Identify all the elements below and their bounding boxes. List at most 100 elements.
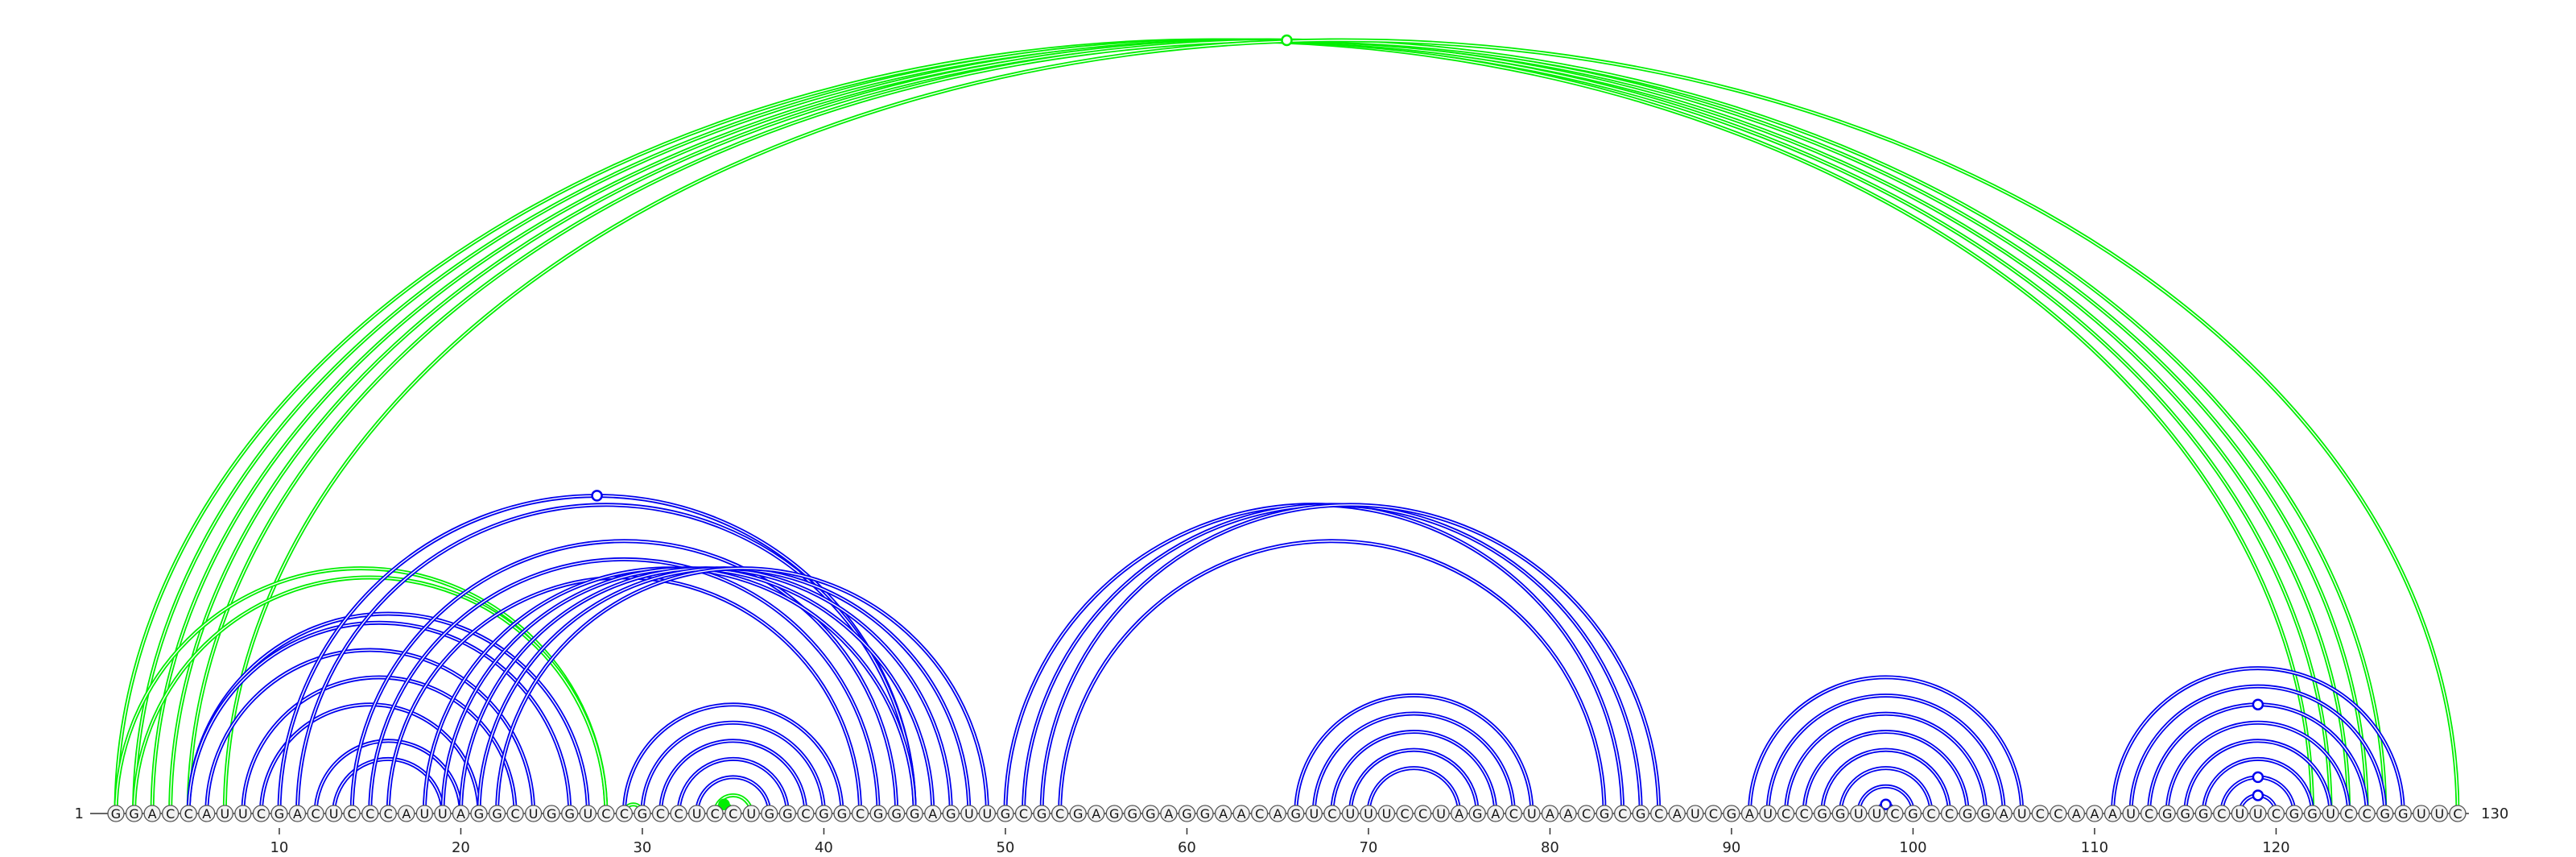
nucleotide-letter: G bbox=[2289, 806, 2299, 822]
nucleotide-letter: U bbox=[1309, 806, 1319, 822]
nucleotide-letter: G bbox=[1980, 806, 1990, 822]
nucleotide: G bbox=[2177, 805, 2194, 822]
position-tick: 100 bbox=[1899, 828, 1927, 856]
nucleotide: A bbox=[1541, 805, 1559, 822]
nucleotide: G bbox=[1904, 805, 1922, 822]
nucleotide-letter: G bbox=[111, 806, 121, 822]
nucleotide-letter: G bbox=[1128, 806, 1137, 822]
long-range-arc bbox=[222, 38, 2460, 814]
nucleotide: C bbox=[343, 805, 361, 822]
local-arc bbox=[495, 566, 989, 814]
nucleotide-letter: A bbox=[928, 806, 937, 822]
nucleotide: C bbox=[1577, 805, 1596, 822]
nucleotide-letter: U bbox=[1527, 806, 1537, 822]
nucleotide-letter: U bbox=[438, 806, 448, 822]
nucleotide: G bbox=[2394, 805, 2412, 822]
position-tick: 70 bbox=[1359, 828, 1377, 856]
arc-apex-marker bbox=[2252, 789, 2264, 801]
nucleotide-letter: C bbox=[1800, 806, 1809, 822]
nucleotide-letter: A bbox=[1455, 806, 1463, 822]
nucleotide: U bbox=[2013, 805, 2031, 822]
nucleotide-letter: U bbox=[964, 806, 974, 822]
nucleotide: G bbox=[1196, 805, 1214, 822]
local-arc bbox=[1856, 784, 1915, 814]
nucleotide-letter: A bbox=[1274, 806, 1282, 822]
nucleotide-letter: C bbox=[384, 806, 393, 822]
nucleotide-letter: A bbox=[2108, 806, 2117, 822]
nucleotide-letter: G bbox=[474, 806, 484, 822]
nucleotide: G bbox=[2303, 805, 2322, 822]
nucleotide: G bbox=[1596, 805, 1613, 822]
nucleotide-letter: C bbox=[1509, 806, 1518, 822]
nucleotide: G bbox=[2194, 805, 2212, 822]
nucleotide: A bbox=[2086, 805, 2103, 822]
nucleotide: G bbox=[1178, 805, 1196, 822]
nucleotide-letter: G bbox=[638, 806, 647, 822]
nucleotide: U bbox=[579, 805, 597, 822]
position-tick-label: 100 bbox=[1899, 839, 1926, 856]
nucleotide-letter: U bbox=[1382, 806, 1392, 822]
nucleotide-letter: U bbox=[2253, 806, 2263, 822]
nucleotide: C bbox=[161, 805, 180, 822]
nucleotide: C bbox=[2358, 805, 2376, 822]
nucleotide: A bbox=[143, 805, 161, 822]
nucleotide: G bbox=[561, 805, 579, 822]
nucleotide-letter: G bbox=[2307, 806, 2317, 822]
nucleotide-letter: C bbox=[1926, 806, 1935, 822]
nucleotide-letter: G bbox=[1908, 806, 1918, 822]
nucleotide-letter: G bbox=[1727, 806, 1736, 822]
nucleotide-letter: G bbox=[547, 806, 556, 822]
nucleotide-letter: A bbox=[1092, 806, 1100, 822]
local-arc bbox=[332, 756, 445, 814]
nucleotide-letter: G bbox=[837, 806, 847, 822]
position-tick-label: 110 bbox=[2081, 839, 2108, 856]
nucleotide-letter: U bbox=[1763, 806, 1773, 822]
position-tick-label: 120 bbox=[2262, 839, 2289, 856]
nucleotide-letter: U bbox=[329, 806, 339, 822]
nucleotide: G bbox=[1468, 805, 1486, 822]
nucleotide-letter: U bbox=[238, 806, 248, 822]
nucleotide-letter: A bbox=[1164, 806, 1173, 822]
position-tick: 10 bbox=[270, 828, 288, 856]
local-arc bbox=[1294, 693, 1534, 814]
nucleotide-letter: A bbox=[1546, 806, 1554, 822]
nucleotide: G bbox=[1141, 805, 1159, 822]
nucleotide-letter: C bbox=[166, 806, 175, 822]
nucleotide-letter: G bbox=[873, 806, 883, 822]
nucleotide-letter: C bbox=[1327, 806, 1336, 822]
nucleotide-letter: U bbox=[692, 806, 702, 822]
nucleotide-letter: A bbox=[2000, 806, 2008, 822]
nucleotide: C bbox=[379, 805, 397, 822]
nucleotide: A bbox=[1451, 805, 1468, 822]
local-arc bbox=[368, 557, 881, 814]
nucleotide-letter: G bbox=[565, 806, 575, 822]
nucleotide-letter: A bbox=[2090, 806, 2099, 822]
nucleotide: C bbox=[1251, 805, 1269, 822]
nucleotide-letter: U bbox=[529, 806, 539, 822]
nucleotide: A bbox=[288, 805, 307, 822]
nucleotide-letter: C bbox=[674, 806, 683, 822]
nucleotide: G bbox=[997, 805, 1014, 822]
nucleotide-letter: A bbox=[1237, 806, 1246, 822]
position-ticks: 10 20 30 40 50 60 70 80 90 100 110 120 bbox=[270, 828, 2290, 856]
local-arc bbox=[2201, 756, 2315, 814]
nucleotide: C bbox=[1795, 805, 1813, 822]
nucleotide-letter: C bbox=[1255, 806, 1264, 822]
sequence-start-label: 1 bbox=[75, 805, 84, 822]
nucleotide: A bbox=[1214, 805, 1232, 822]
nucleotide-letter: A bbox=[402, 806, 411, 822]
local-arc bbox=[241, 675, 518, 814]
arc-apex-marker bbox=[1880, 798, 1892, 810]
nucleotide: G bbox=[1033, 805, 1051, 822]
nucleotide-letter: G bbox=[1817, 806, 1827, 822]
nucleotide-letter: G bbox=[910, 806, 919, 822]
nucleotide-letter: G bbox=[1001, 806, 1010, 822]
nucleotide-letter: G bbox=[1291, 806, 1301, 822]
local-arc bbox=[1366, 766, 1462, 814]
arcs-layer bbox=[116, 35, 2460, 814]
nucleotide: G bbox=[270, 805, 288, 822]
nucleotide: G bbox=[543, 805, 560, 822]
nucleotide: G bbox=[470, 805, 488, 822]
nucleotide: C bbox=[670, 805, 687, 822]
nucleotide-letter: C bbox=[1945, 806, 1954, 822]
